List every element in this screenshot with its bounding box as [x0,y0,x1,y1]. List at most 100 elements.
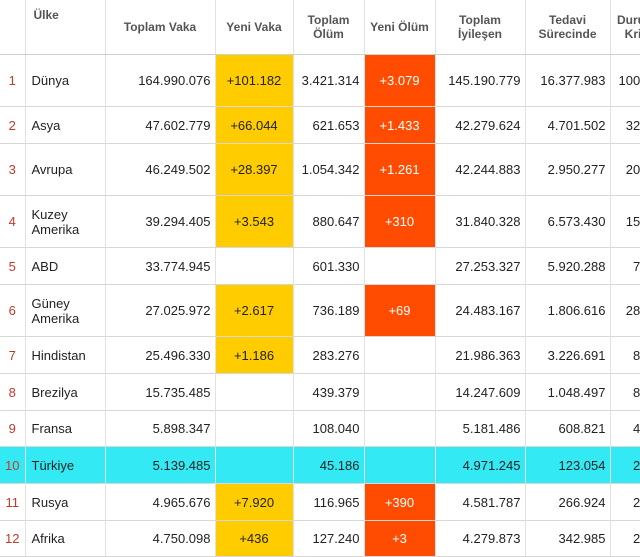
table-row[interactable]: 11 Rusya 4.965.676 +7.920 116.965 +390 4.581.7… [0,483,640,521]
total-cases-cell: 47.602.779 [105,106,216,144]
total-cases-cell: 4.965.676 [105,483,216,521]
recovered-cell: 4.971.245 [435,446,526,484]
total-deaths-cell: 283.276 [293,336,365,374]
table-row[interactable]: 9 Fransa 5.898.347 108.040 5.181.486 608.821 4… [0,410,640,447]
new-deaths-cell [364,410,436,447]
total-cases-cell: 27.025.972 [105,284,216,337]
critical-header[interactable]: Durumu Kritik [610,0,640,55]
new-cases-cell [215,247,294,285]
country-cell: Asya [25,106,106,144]
country-cell: Rusya [25,483,106,521]
total-cases-cell: 33.774.945 [105,247,216,285]
critical-cell: 28.598 [610,284,640,337]
active-cell: 123.054 [525,446,611,484]
recovered-cell: 31.840.328 [435,195,526,248]
critical-cell: 8.318 [610,373,640,411]
new-cases-cell: +1.186 [215,336,294,374]
critical-cell: 8.944 [610,336,640,374]
table-row[interactable]: 5 ABD 33.774.945 601.330 27.253.327 5.920.288… [0,247,640,285]
critical-cell: 2.981 [610,520,640,557]
rank-cell: 2 [0,106,26,144]
rank-cell: 1 [0,54,26,107]
new-deaths-cell [364,446,436,484]
active-cell: 3.226.691 [525,336,611,374]
recovered-cell: 42.244.883 [435,143,526,196]
rank-cell: 11 [0,483,26,521]
new-deaths-cell [364,247,436,285]
new-cases-cell [215,373,294,411]
total-cases-cell: 15.735.485 [105,373,216,411]
new-deaths-cell: +390 [364,483,436,521]
table-row[interactable]: 2 Asya 47.602.779 +66.044 621.653 +1.433 42.27… [0,106,640,144]
critical-cell: 4.015 [610,410,640,447]
active-cell: 2.950.277 [525,143,611,196]
new-cases-cell: +28.397 [215,143,294,196]
recovered-cell: 27.253.327 [435,247,526,285]
total-deaths-cell: 116.965 [293,483,365,521]
active-cell: 266.924 [525,483,611,521]
total-deaths-cell: 601.330 [293,247,365,285]
table-row[interactable]: 1 Dünya 164.990.076 +101.182 3.421.314 +3.079… [0,54,640,107]
rank-cell: 12 [0,520,26,557]
critical-cell: 2.232 [610,446,640,484]
total-cases-cell: 25.496.330 [105,336,216,374]
critical-cell: 20.948 [610,143,640,196]
rank-cell: 5 [0,247,26,285]
new-deaths-header[interactable]: Yeni Ölüm [364,0,436,55]
recovered-cell: 145.190.779 [435,54,526,107]
table-body: 1 Dünya 164.990.076 +101.182 3.421.314 +3.079… [0,54,640,557]
total-recovered-header[interactable]: Toplam İyileşen [435,0,526,55]
new-cases-cell: +101.182 [215,54,294,107]
critical-cell: 32.585 [610,106,640,144]
table-row[interactable]: 6 Güney Amerika 27.025.972 +2.617 736.189 +69… [0,284,640,337]
total-cases-cell: 4.750.098 [105,520,216,557]
recovered-cell: 14.247.609 [435,373,526,411]
country-cell: Avrupa [25,143,106,196]
new-deaths-cell: +1.261 [364,143,436,196]
total-cases-header[interactable]: Toplam Vaka [105,0,216,55]
table-row[interactable]: 4 Kuzey Amerika 39.294.405 +3.543 880.647 +31… [0,195,640,248]
total-deaths-cell: 108.040 [293,410,365,447]
table-row[interactable]: 10 Türkiye 5.139.485 45.186 4.971.245 123.054… [0,446,640,484]
total-deaths-header[interactable]: Toplam Ölüm [293,0,365,55]
critical-cell: 7.747 [610,247,640,285]
country-cell: Fransa [25,410,106,447]
new-cases-header[interactable]: Yeni Vaka [215,0,294,55]
total-deaths-cell: 621.653 [293,106,365,144]
table-header-row: Ülke Toplam Vaka Yeni Vaka Toplam Ölüm Y… [0,0,640,55]
country-cell: Dünya [25,54,106,107]
rank-cell: 7 [0,336,26,374]
critical-cell: 2.300 [610,483,640,521]
table-row[interactable]: 12 Afrika 4.750.098 +436 127.240 +3 4.279.873 3… [0,520,640,557]
recovered-cell: 5.181.486 [435,410,526,447]
total-deaths-cell: 880.647 [293,195,365,248]
active-cases-header[interactable]: Tedavi Sürecinde [525,0,611,55]
country-header[interactable]: Ülke [25,0,106,55]
new-cases-cell: +66.044 [215,106,294,144]
recovered-cell: 21.986.363 [435,336,526,374]
active-cell: 608.821 [525,410,611,447]
new-cases-cell: +436 [215,520,294,557]
new-deaths-cell: +3 [364,520,436,557]
active-cell: 6.573.430 [525,195,611,248]
table-row[interactable]: 7 Hindistan 25.496.330 +1.186 283.276 21.986.… [0,336,640,374]
recovered-cell: 4.279.873 [435,520,526,557]
total-cases-cell: 5.139.485 [105,446,216,484]
rank-header [0,0,26,55]
active-cell: 16.377.983 [525,54,611,107]
total-deaths-cell: 45.186 [293,446,365,484]
critical-cell: 15.631 [610,195,640,248]
recovered-cell: 42.279.624 [435,106,526,144]
table-row[interactable]: 3 Avrupa 46.249.502 +28.397 1.054.342 +1.261 4… [0,143,640,196]
country-cell: ABD [25,247,106,285]
country-cell: Brezilya [25,373,106,411]
recovered-cell: 24.483.167 [435,284,526,337]
rank-cell: 8 [0,373,26,411]
new-deaths-cell: +3.079 [364,54,436,107]
rank-cell: 6 [0,284,26,337]
total-cases-cell: 39.294.405 [105,195,216,248]
active-cell: 5.920.288 [525,247,611,285]
country-cell: Güney Amerika [25,284,106,337]
country-cell: Türkiye [25,446,106,484]
table-row[interactable]: 8 Brezilya 15.735.485 439.379 14.247.609 1.04… [0,373,640,411]
